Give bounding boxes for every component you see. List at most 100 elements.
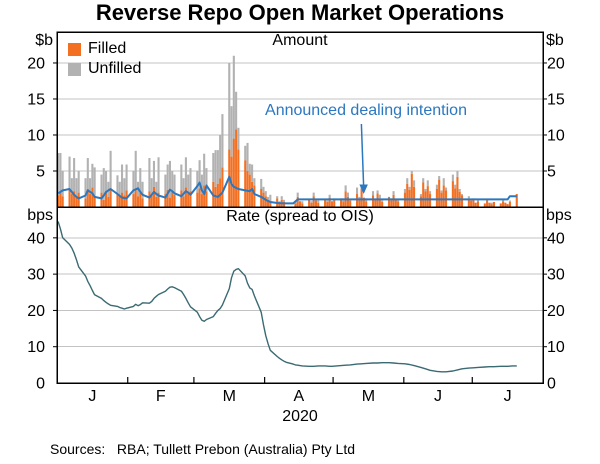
unfilled-bar — [301, 201, 304, 204]
filled-bar — [120, 192, 124, 207]
filled-bar — [251, 181, 254, 207]
filled-bar — [456, 176, 459, 207]
unfilled-bar — [68, 156, 71, 190]
filled-bar — [155, 196, 158, 207]
unfilled-bar — [442, 178, 445, 186]
y-axis-unit-right-top: $b — [546, 32, 564, 49]
unfilled-bar — [502, 199, 505, 202]
unfilled-bar — [413, 180, 416, 187]
y-tick-label-left: 40 — [27, 230, 45, 247]
filled-bar — [262, 192, 265, 207]
filled-bar — [310, 202, 313, 207]
filled-bar — [312, 196, 315, 207]
unfilled-bar — [346, 192, 349, 197]
filled-bar — [157, 192, 160, 207]
unfilled-bar — [435, 184, 438, 189]
filled-bar — [246, 170, 249, 207]
unfilled-bar — [451, 174, 454, 182]
filled-bar — [118, 196, 121, 207]
month-label: J — [434, 388, 442, 405]
legend-item-unfilled: Unfilled — [68, 59, 141, 79]
month-label: J — [504, 388, 512, 405]
filled-bar — [390, 200, 393, 207]
unfilled-bar — [235, 91, 238, 130]
filled-bar — [442, 185, 445, 207]
unfilled-bar — [221, 114, 224, 168]
filled-bar — [492, 201, 495, 207]
unfilled-bar — [70, 178, 73, 195]
unfilled-bar — [278, 201, 281, 203]
filled-bar — [301, 203, 304, 207]
filled-bar — [298, 201, 302, 207]
unfilled-bar — [189, 168, 192, 192]
bottom-panel-title: Rate (spread to OIS) — [226, 208, 374, 225]
filled-bar — [253, 185, 256, 207]
unfilled-bar — [75, 178, 78, 197]
unfilled-bar — [134, 150, 137, 189]
filled-bar — [381, 201, 384, 207]
filled-bar — [515, 194, 518, 207]
unfilled-bar — [317, 200, 320, 203]
unfilled-bar — [59, 152, 62, 192]
filled-bar — [93, 196, 96, 207]
filled-bar — [387, 196, 391, 207]
filled-bar — [476, 201, 480, 207]
filled-bar — [451, 181, 454, 207]
unfilled-bar — [438, 176, 441, 180]
filled-bar — [205, 191, 208, 207]
month-label: J — [88, 388, 96, 405]
y-tick-label-right: 5 — [547, 163, 556, 180]
filled-bar — [326, 201, 329, 207]
x-axis-year-label: 2020 — [282, 408, 318, 425]
y-tick-label-left: 5 — [36, 163, 45, 180]
filled-bar — [438, 179, 441, 207]
filled-bar — [355, 194, 359, 207]
unfilled-bar — [166, 164, 169, 190]
filled-bar — [182, 196, 185, 207]
filled-bar — [136, 196, 140, 207]
unfilled-bar — [120, 164, 124, 193]
filled-bar — [504, 202, 507, 207]
filled-bar — [330, 201, 333, 207]
unfilled-bar — [157, 157, 160, 193]
unfilled-bar — [152, 160, 156, 187]
unfilled-bar — [280, 196, 283, 200]
filled-bar — [394, 199, 397, 207]
filled-bar — [89, 194, 92, 207]
filled-bar — [508, 201, 511, 207]
legend: Filled Unfilled — [68, 39, 141, 79]
y-tick-label-right: 30 — [547, 267, 565, 284]
y-axis-unit-left-top: $b — [35, 32, 53, 49]
filled-bar — [77, 192, 80, 207]
filled-bar — [148, 191, 151, 207]
unfilled-bar — [508, 200, 511, 202]
filled-bar — [296, 196, 299, 207]
y-tick-label-right: 0 — [547, 376, 556, 393]
unfilled-bar — [141, 181, 144, 199]
filled-bar — [235, 129, 238, 207]
filled-bar — [269, 201, 272, 207]
unfilled-bar — [454, 184, 457, 189]
filled-bar — [164, 194, 167, 207]
unfilled-bar — [260, 178, 263, 189]
unfilled-bar — [214, 150, 217, 187]
unfilled-bar — [132, 170, 135, 195]
filled-bar — [488, 202, 491, 207]
filled-bar — [105, 191, 108, 207]
filled-bar — [244, 160, 247, 207]
unfilled-bar — [89, 178, 92, 195]
filled-swatch-icon — [68, 42, 81, 56]
filled-bar — [173, 194, 176, 207]
unfilled-bar — [276, 196, 279, 199]
filled-bar — [264, 196, 267, 207]
unfilled-bar — [310, 201, 313, 203]
unfilled-bar — [378, 194, 381, 199]
unfilled-bar — [118, 181, 121, 197]
unfilled-bar — [282, 199, 286, 202]
unfilled-bar — [182, 178, 185, 197]
month-label: A — [294, 388, 305, 405]
filled-bar — [365, 201, 368, 207]
filled-bar — [107, 196, 110, 207]
unfilled-bar — [102, 168, 105, 200]
